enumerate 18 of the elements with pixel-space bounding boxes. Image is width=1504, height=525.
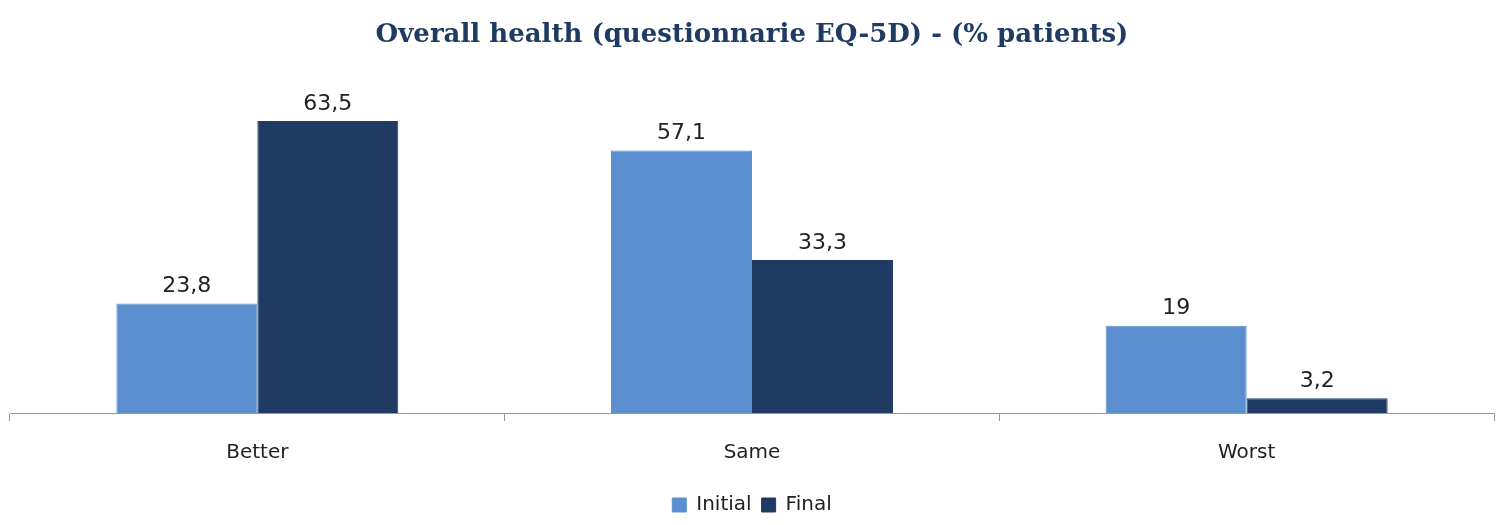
bar — [116, 303, 258, 413]
bar — [1105, 325, 1247, 413]
data-label: 3,2 — [1299, 367, 1335, 393]
bar — [752, 259, 893, 413]
bar — [257, 121, 399, 413]
data-label: 19 — [1162, 294, 1191, 320]
x-tick-label: Same — [723, 439, 781, 464]
bar — [1246, 398, 1388, 413]
data-label: 23,8 — [162, 272, 212, 298]
x-tick-label: Worst — [1218, 439, 1276, 464]
data-label: 57,1 — [657, 119, 706, 145]
x-tick-label: Better — [226, 439, 290, 464]
data-label: 63,5 — [303, 89, 353, 115]
data-label: 33,3 — [798, 228, 847, 254]
chart-title: Overall health (questionnarie EQ-5D) - (% patients) — [375, 18, 1129, 49]
legend-label: Final — [785, 491, 832, 516]
bar — [611, 150, 752, 413]
legend-label: Initial — [696, 491, 752, 516]
